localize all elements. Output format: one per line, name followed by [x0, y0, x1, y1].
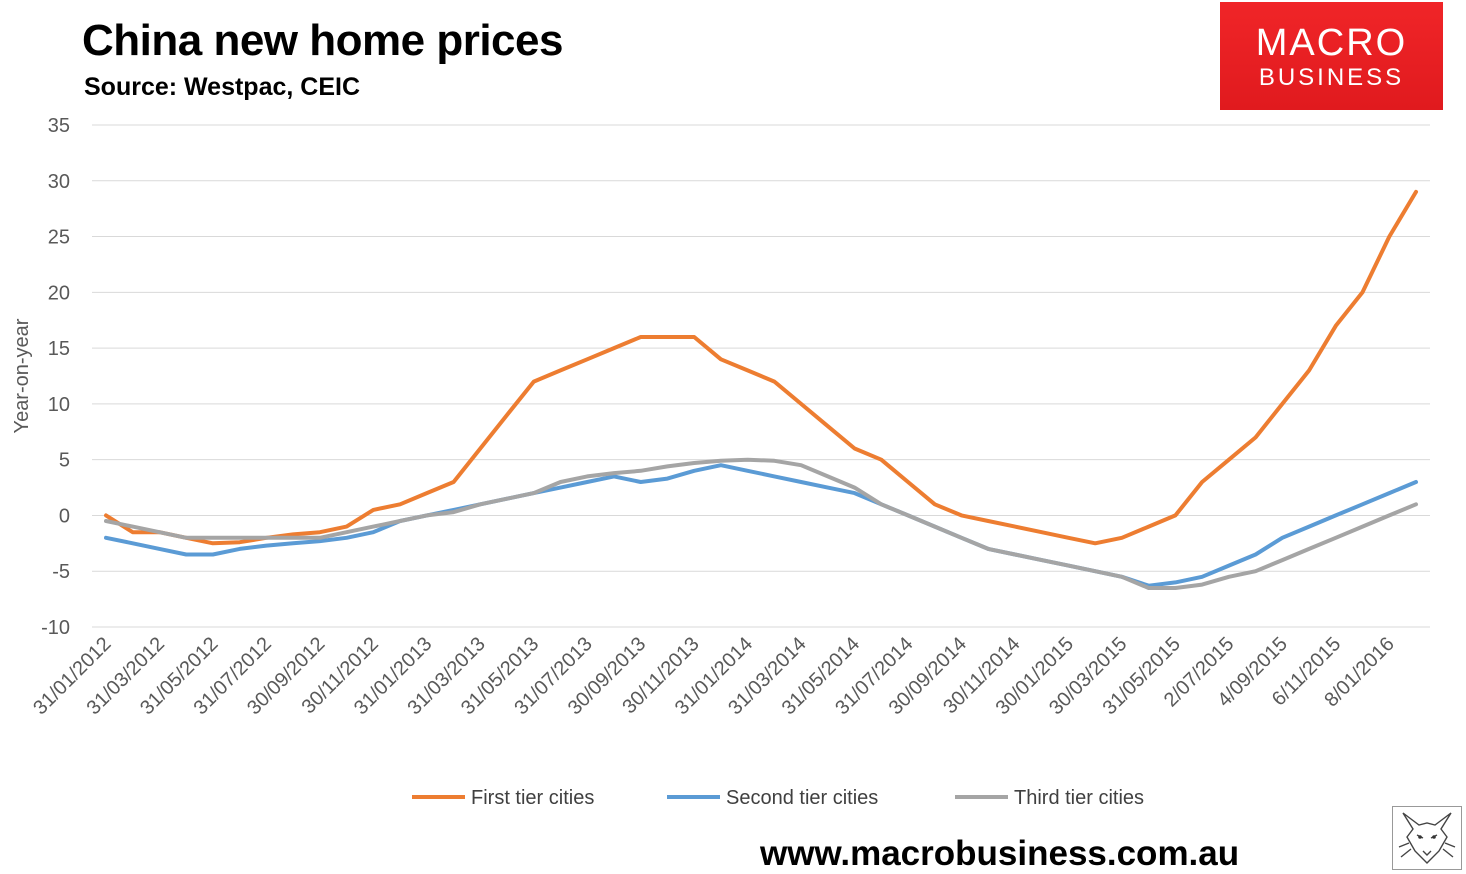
logo-line-business: BUSINESS: [1258, 64, 1405, 91]
y-tick-label: 30: [48, 171, 70, 193]
y-tick-label: 25: [48, 227, 70, 249]
series-line-3: [104, 457, 1418, 590]
legend-label: Second tier cities: [726, 787, 878, 809]
y-tick-label: -5: [52, 561, 70, 583]
y-tick-label: 10: [48, 394, 70, 416]
series-line-1: [104, 189, 1418, 546]
legend-label: First tier cities: [471, 787, 594, 809]
legend-label: Third tier cities: [1014, 787, 1144, 809]
logo-line-macro: MACRO: [1255, 22, 1408, 64]
y-tick-label: 0: [59, 505, 70, 527]
y-tick-label: 20: [48, 282, 70, 304]
website-url: www.macrobusiness.com.au: [760, 834, 1240, 873]
y-tick-label: 5: [59, 450, 70, 472]
chart-subtitle: Source: Westpac, CEIC: [84, 73, 361, 101]
chart-title: China new home prices: [82, 16, 563, 65]
series-line-2: [104, 463, 1418, 588]
y-tick-label: 15: [48, 338, 70, 360]
y-tick-label: -10: [41, 617, 70, 639]
y-tick-label: 35: [48, 115, 70, 137]
macrobusiness-logo: MACRO BUSINESS: [1220, 2, 1443, 110]
y-axis-title: Year-on-year: [11, 318, 33, 433]
wolf-mascot-icon: [1392, 806, 1462, 870]
